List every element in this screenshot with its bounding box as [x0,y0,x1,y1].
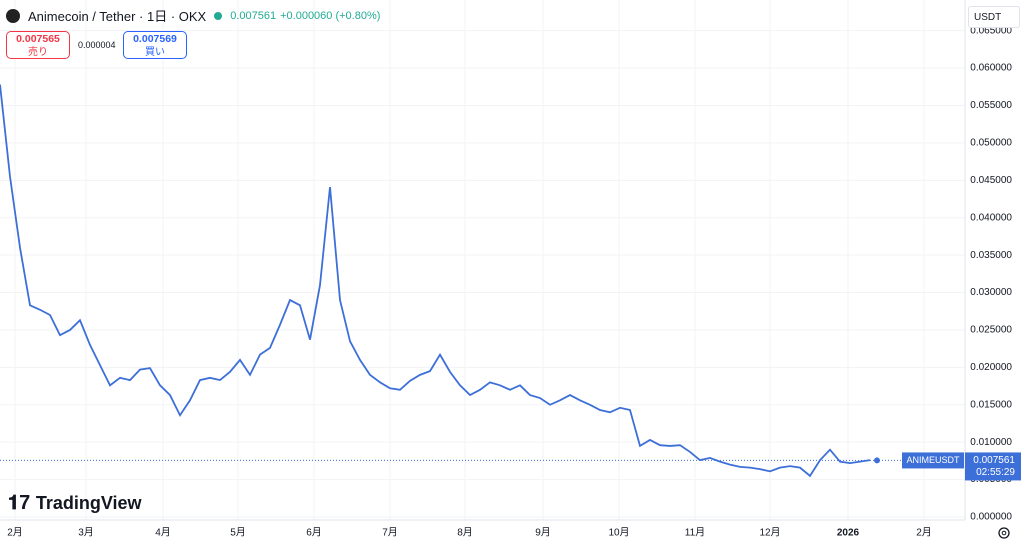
buy-button[interactable]: 0.007569 買い [123,31,187,59]
x-tick-label: 4月 [155,527,171,539]
status-dot [214,11,223,20]
sell-price: 0.007565 [16,33,60,45]
x-tick-label: 8月 [457,527,473,539]
y-tick-label: 0.050000 [970,138,1012,149]
change: +0.000060 (+0.80%) [280,9,381,22]
coin-icon [6,8,20,23]
buy-label: 買い [145,47,165,58]
x-tick-label: 12月 [759,527,780,539]
y-tick-label: 0.010000 [970,437,1012,448]
sell-button[interactable]: 0.007565 売り [6,31,70,59]
y-tick-label: 0.015000 [970,399,1012,410]
y-tick-label: 0.035000 [970,250,1012,261]
y-tick-label: 0.065000 [970,25,1012,36]
spread: 0.000004 [78,40,116,50]
x-tick-label: 7月 [382,527,398,539]
sell-label: 売り [28,47,48,58]
x-tick-label: 2月 [7,527,23,539]
settings-icon[interactable] [998,527,1010,539]
price-tag [965,452,1021,481]
brand-name: TradingView [35,493,142,513]
x-tick-label: 10月 [608,527,629,539]
last-point [874,457,880,464]
price-tag-value: 0.007561 [973,455,1015,466]
y-tick-label: 0.025000 [970,325,1012,336]
price-line [0,84,871,478]
overlay: 0.0000000.0050000.0100000.0150000.020000… [0,25,1021,539]
last-price: 0.007561 [230,9,277,22]
x-tick-label: 11月 [685,527,705,539]
symbol-tag-text: ANIMEUSDT [906,455,960,465]
symbol-tag [902,452,964,469]
header: Animecoin / Tether · 1日 · OKX 0.007561 +… [6,6,380,25]
x-tick-label: 3月 [78,527,94,539]
x-tick-label: 9月 [535,527,551,539]
y-tick-label: 0.030000 [970,287,1012,298]
x-tick-label: 5月 [230,527,246,539]
y-tick-label: 0.040000 [970,212,1012,223]
y-tick-label: 0.000000 [970,512,1012,523]
y-tick-label: 0.020000 [970,362,1012,373]
symbol: Animecoin / Tether · 1日 · OKX [28,9,207,24]
brand: 𝟏7 TradingView [8,492,142,514]
x-tick-label: 2月 [916,527,932,539]
buy-price: 0.007569 [133,33,177,45]
y-tick-label: 0.045000 [970,175,1012,186]
y-tick-label: 0.060000 [970,63,1012,74]
currency-select[interactable]: USDT [968,6,1020,28]
x-tick-label: 6月 [306,527,322,539]
y-tick-label: 0.055000 [970,100,1012,111]
price-tag-countdown: 02:55:29 [976,467,1015,478]
x-tick-label: 2026 [837,528,860,539]
